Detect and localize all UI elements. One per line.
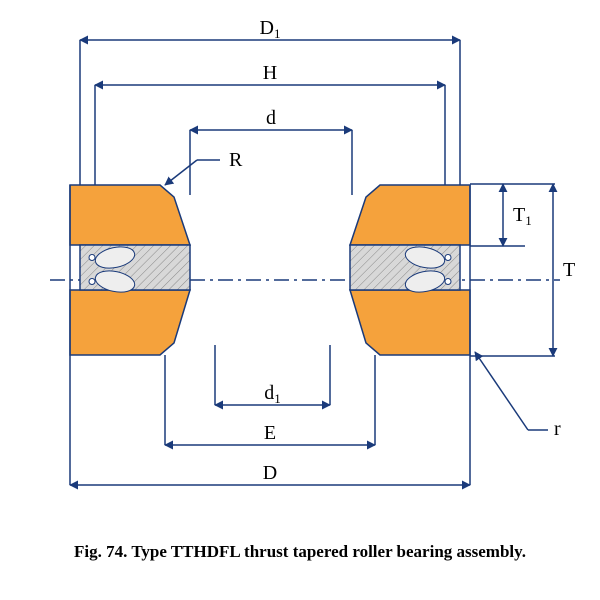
svg-text:T1: T1 <box>513 204 532 228</box>
svg-text:r: r <box>554 418 561 440</box>
figure-caption: Fig. 74. Type TTHDFL thrust tapered roll… <box>0 542 600 562</box>
svg-text:d1: d1 <box>264 382 281 406</box>
svg-text:R: R <box>229 149 243 171</box>
svg-text:H: H <box>263 62 277 84</box>
svg-text:D: D <box>263 462 277 484</box>
svg-text:D1: D1 <box>260 17 281 41</box>
svg-text:d: d <box>266 107 276 129</box>
svg-text:E: E <box>264 422 276 444</box>
svg-text:T: T <box>563 259 575 281</box>
